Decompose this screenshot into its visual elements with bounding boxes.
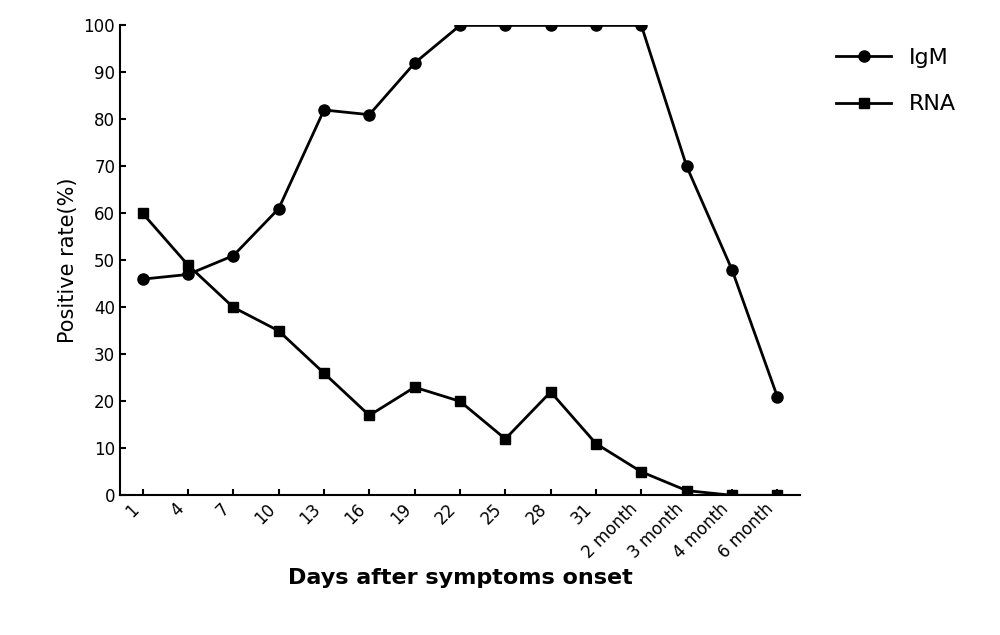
RNA	[499, 435, 511, 443]
IgM	[454, 22, 466, 29]
IgM	[681, 163, 693, 170]
RNA	[771, 491, 783, 499]
IgM	[318, 106, 330, 114]
IgM	[273, 205, 285, 213]
RNA	[726, 491, 738, 499]
IgM	[182, 271, 194, 278]
Line: IgM: IgM	[137, 20, 783, 402]
IgM	[771, 393, 783, 401]
IgM	[363, 111, 375, 119]
RNA	[273, 327, 285, 335]
IgM	[137, 276, 149, 283]
IgM	[590, 22, 602, 29]
RNA	[363, 411, 375, 419]
RNA	[318, 370, 330, 377]
Line: RNA: RNA	[138, 208, 782, 500]
RNA	[545, 388, 557, 396]
IgM	[726, 266, 738, 274]
RNA	[409, 384, 421, 391]
IgM	[635, 22, 647, 29]
RNA	[227, 304, 239, 311]
RNA	[182, 261, 194, 269]
IgM	[545, 22, 557, 29]
RNA	[454, 398, 466, 405]
Legend: IgM, RNA: IgM, RNA	[825, 36, 967, 125]
RNA	[137, 210, 149, 217]
Y-axis label: Positive rate(%): Positive rate(%)	[58, 178, 78, 343]
IgM	[409, 59, 421, 67]
IgM	[227, 252, 239, 260]
X-axis label: Days after symptoms onset: Days after symptoms onset	[288, 568, 632, 588]
RNA	[681, 487, 693, 495]
RNA	[590, 440, 602, 448]
IgM	[499, 22, 511, 29]
RNA	[635, 468, 647, 476]
